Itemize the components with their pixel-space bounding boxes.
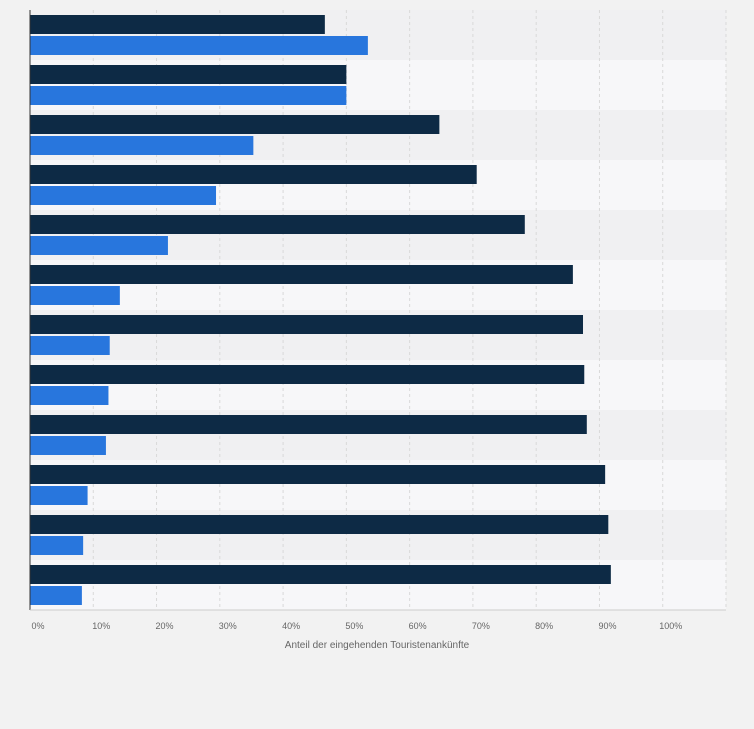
bar-series-1-row-6 bbox=[30, 265, 573, 284]
x-axis-title: Anteil der eingehenden Touristenankünfte bbox=[285, 640, 470, 651]
bar-series-1-row-3 bbox=[30, 115, 440, 134]
bar-series-2-row-4 bbox=[30, 186, 217, 205]
bar-series-2-row-8 bbox=[30, 386, 109, 405]
bar-series-2-row-6 bbox=[30, 286, 120, 305]
bar-series-1-row-2 bbox=[30, 65, 347, 84]
x-tick-label: 60% bbox=[409, 621, 427, 631]
x-tick-label: 0% bbox=[31, 621, 44, 631]
x-tick-label: 50% bbox=[345, 621, 363, 631]
gridlines bbox=[92, 10, 727, 610]
bar-series-1-row-9 bbox=[30, 415, 587, 434]
bar-series-2-row-10 bbox=[30, 486, 88, 505]
bar-series-1-row-7 bbox=[30, 315, 584, 334]
bar-series-2-row-5 bbox=[30, 236, 168, 255]
bar-series-1-row-11 bbox=[30, 515, 609, 534]
bar-series-1-row-1 bbox=[30, 15, 325, 34]
bar-series-1-row-10 bbox=[30, 465, 606, 484]
x-tick-label: 70% bbox=[472, 621, 490, 631]
x-tick-label: 20% bbox=[156, 621, 174, 631]
x-tick-label: 10% bbox=[92, 621, 110, 631]
bars bbox=[30, 15, 611, 605]
bar-series-1-row-5 bbox=[30, 215, 525, 234]
x-tick-label: 80% bbox=[535, 621, 553, 631]
row-bands bbox=[30, 10, 726, 610]
bar-series-2-row-7 bbox=[30, 336, 110, 355]
axes bbox=[29, 10, 726, 611]
bar-series-2-row-2 bbox=[30, 86, 347, 105]
bar-series-1-row-4 bbox=[30, 165, 477, 184]
bar-series-2-row-3 bbox=[30, 136, 254, 155]
x-tick-labels: 0% 10% 20% 30% 40% 50% 60% 70% 80% 90% 100% bbox=[31, 621, 682, 631]
bar-series-2-row-9 bbox=[30, 436, 106, 455]
x-tick-label: 100% bbox=[659, 621, 682, 631]
bar-series-2-row-1 bbox=[30, 36, 368, 55]
x-tick-label: 90% bbox=[598, 621, 616, 631]
x-tick-label: 40% bbox=[282, 621, 300, 631]
bar-series-1-row-12 bbox=[30, 565, 611, 584]
bar-series-1-row-8 bbox=[30, 365, 585, 384]
x-tick-label: 30% bbox=[219, 621, 237, 631]
bar-series-2-row-12 bbox=[30, 586, 82, 605]
bar-series-2-row-11 bbox=[30, 536, 84, 555]
